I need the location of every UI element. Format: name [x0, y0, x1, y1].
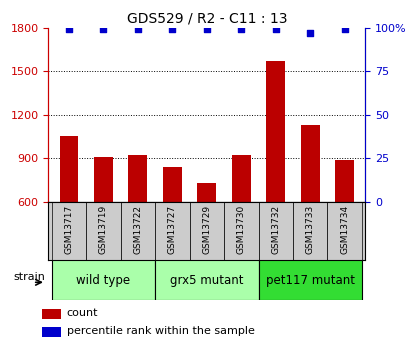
Bar [293, 202, 328, 260]
Text: GSM13730: GSM13730 [237, 205, 246, 254]
Bar [42, 309, 61, 318]
Point [204, 27, 210, 32]
Point [134, 27, 141, 32]
Text: wild type: wild type [76, 274, 131, 287]
Text: strain: strain [13, 272, 45, 282]
Bar [266, 61, 285, 202]
Bar [259, 260, 362, 300]
Point [341, 27, 348, 32]
Text: GSM13732: GSM13732 [271, 205, 280, 254]
Bar [301, 125, 320, 202]
Text: percentile rank within the sample: percentile rank within the sample [67, 326, 255, 336]
Bar [197, 183, 216, 202]
Bar [52, 260, 155, 300]
Bar [163, 167, 182, 202]
Text: GSM13719: GSM13719 [99, 205, 108, 254]
Point [238, 27, 245, 32]
Text: grx5 mutant: grx5 mutant [170, 274, 244, 287]
Point [100, 27, 107, 32]
Text: pet117 mutant: pet117 mutant [266, 274, 355, 287]
Bar [224, 202, 259, 260]
Bar [121, 202, 155, 260]
Bar [155, 260, 259, 300]
Bar [129, 155, 147, 202]
Text: GSM13733: GSM13733 [306, 205, 315, 254]
Bar [60, 137, 79, 202]
Point [169, 27, 176, 32]
Bar [259, 202, 293, 260]
Bar [232, 155, 251, 202]
Text: GSM13722: GSM13722 [134, 205, 142, 254]
Bar [86, 202, 121, 260]
Text: GSM13717: GSM13717 [65, 205, 73, 254]
Title: GDS529 / R2 - C11 : 13: GDS529 / R2 - C11 : 13 [126, 11, 287, 25]
Text: count: count [67, 308, 98, 318]
Point [307, 30, 314, 36]
Text: GSM13729: GSM13729 [202, 205, 211, 254]
Bar [155, 202, 189, 260]
Text: GSM13727: GSM13727 [168, 205, 177, 254]
Bar [42, 327, 61, 337]
Bar [94, 157, 113, 202]
Bar [189, 202, 224, 260]
Bar [335, 160, 354, 202]
Bar [328, 202, 362, 260]
Point [66, 27, 72, 32]
Bar [52, 202, 86, 260]
Text: GSM13734: GSM13734 [340, 205, 349, 254]
Point [273, 27, 279, 32]
